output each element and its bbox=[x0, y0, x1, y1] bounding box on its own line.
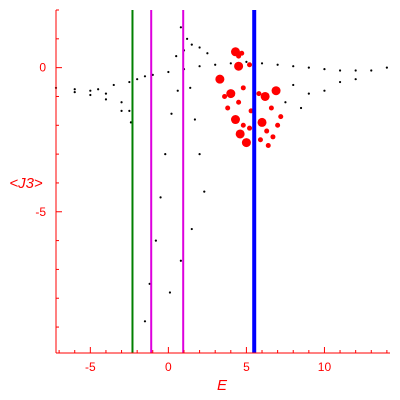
highlight-point bbox=[247, 62, 253, 68]
data-point bbox=[189, 86, 192, 89]
x-tick-label: 0 bbox=[165, 360, 172, 374]
highlight-point bbox=[265, 142, 271, 148]
data-point bbox=[190, 227, 193, 231]
data-point bbox=[198, 65, 201, 68]
tick-labels: -5 0 5 10 0 -5 bbox=[35, 61, 331, 374]
data-point bbox=[193, 118, 197, 121]
data-point bbox=[214, 63, 217, 66]
data-point bbox=[292, 65, 295, 68]
highlight-point bbox=[241, 138, 251, 148]
data-point bbox=[190, 43, 193, 46]
data-point bbox=[292, 83, 295, 87]
data-point bbox=[168, 291, 172, 294]
highlight-point bbox=[257, 137, 263, 143]
data-point bbox=[338, 80, 342, 84]
data-point bbox=[128, 80, 131, 84]
data-point bbox=[120, 109, 123, 112]
axes bbox=[55, 9, 390, 354]
data-point bbox=[206, 52, 209, 55]
highlight-point bbox=[271, 86, 281, 96]
data-point bbox=[73, 91, 76, 94]
data-point bbox=[338, 69, 342, 72]
data-point bbox=[89, 89, 92, 92]
data-point bbox=[203, 190, 206, 193]
data-point bbox=[354, 78, 357, 81]
data-point bbox=[385, 66, 388, 69]
data-point bbox=[323, 67, 326, 71]
data-point bbox=[229, 62, 232, 65]
data-point bbox=[176, 89, 179, 92]
data-point bbox=[307, 66, 310, 69]
highlight-point bbox=[264, 128, 270, 134]
data-point bbox=[175, 55, 178, 58]
data-point bbox=[89, 93, 92, 97]
data-point bbox=[112, 83, 115, 87]
data-point bbox=[97, 88, 100, 91]
data-point bbox=[245, 60, 248, 63]
data-point bbox=[167, 70, 170, 74]
data-point bbox=[154, 239, 157, 242]
highlight-point bbox=[275, 122, 281, 128]
highlight-point bbox=[239, 50, 245, 56]
highlight-point bbox=[230, 115, 240, 125]
data-point bbox=[151, 73, 154, 76]
data-point bbox=[284, 101, 287, 104]
data-point bbox=[198, 46, 201, 49]
data-point bbox=[136, 78, 139, 81]
data-point bbox=[370, 69, 373, 72]
y-axis-title: <J3> bbox=[9, 175, 43, 192]
data-point bbox=[179, 259, 182, 262]
data-point bbox=[128, 109, 131, 112]
vertical-lines bbox=[131, 10, 257, 353]
data-point bbox=[164, 153, 167, 156]
highlight-point bbox=[234, 61, 244, 71]
data-point bbox=[307, 92, 310, 95]
data-point bbox=[354, 69, 357, 72]
highlight-point bbox=[226, 89, 236, 99]
x-tick-label: 10 bbox=[318, 360, 332, 374]
data-point bbox=[159, 196, 162, 199]
red-data-points bbox=[215, 47, 284, 148]
data-point bbox=[104, 92, 108, 95]
x-axis-title: E bbox=[217, 377, 228, 394]
x-tick-label: -5 bbox=[85, 360, 96, 374]
data-point bbox=[198, 153, 201, 156]
data-point bbox=[73, 88, 76, 91]
highlight-point bbox=[240, 85, 246, 91]
black-data-points bbox=[54, 26, 388, 323]
highlight-point bbox=[222, 93, 228, 99]
data-point bbox=[143, 75, 147, 78]
highlight-point bbox=[236, 99, 242, 105]
highlight-point bbox=[215, 74, 225, 84]
data-point bbox=[120, 101, 123, 104]
highlight-point bbox=[260, 91, 270, 101]
data-point bbox=[179, 26, 182, 29]
highlight-point bbox=[235, 129, 245, 139]
y-tick-label: -5 bbox=[35, 205, 46, 219]
x-tick-label: 5 bbox=[243, 360, 250, 374]
highlight-point bbox=[257, 117, 267, 127]
highlight-point bbox=[240, 122, 246, 128]
data-point bbox=[299, 106, 303, 110]
data-point bbox=[186, 37, 189, 40]
data-point bbox=[260, 62, 264, 65]
y-tick-label: 0 bbox=[39, 61, 46, 75]
data-point bbox=[276, 63, 279, 66]
data-point bbox=[129, 121, 133, 124]
data-point bbox=[104, 98, 108, 101]
highlight-point bbox=[268, 105, 274, 111]
data-point bbox=[143, 320, 147, 323]
data-point bbox=[148, 282, 151, 285]
highlight-point bbox=[256, 91, 262, 97]
highlight-point bbox=[247, 125, 253, 131]
highlight-point bbox=[278, 114, 284, 120]
highlight-point bbox=[270, 134, 276, 140]
data-point bbox=[323, 89, 326, 92]
highlight-point bbox=[225, 105, 231, 111]
data-point bbox=[170, 112, 173, 115]
